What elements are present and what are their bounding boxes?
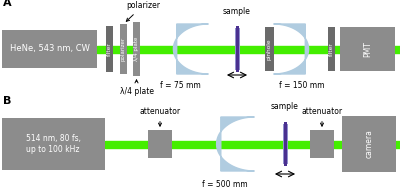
Bar (284, 122, 286, 166)
Bar (328, 27, 335, 71)
Text: attenuator: attenuator (302, 107, 342, 126)
Text: polarizer: polarizer (121, 37, 126, 61)
Bar (234, 28, 240, 70)
Text: filter: filter (107, 42, 112, 56)
Text: attenuator: attenuator (140, 107, 180, 126)
Text: 514 nm, 80 fs,
up to 100 kHz: 514 nm, 80 fs, up to 100 kHz (26, 134, 80, 154)
Text: sample: sample (223, 7, 251, 16)
Text: pinhole: pinhole (267, 38, 272, 60)
Bar (265, 27, 274, 71)
Text: PMT: PMT (363, 41, 372, 57)
Bar (106, 26, 113, 72)
Text: filter: filter (329, 42, 334, 56)
Bar (282, 124, 288, 164)
Text: sample: sample (271, 102, 299, 111)
Text: f = 75 mm: f = 75 mm (160, 81, 200, 90)
Polygon shape (217, 117, 254, 171)
Bar (120, 24, 127, 74)
Text: HeNe, 543 nm, CW: HeNe, 543 nm, CW (10, 44, 90, 54)
Bar (342, 116, 396, 172)
Text: B: B (3, 96, 11, 106)
Text: f = 500 mm: f = 500 mm (202, 180, 248, 189)
Polygon shape (174, 24, 208, 74)
Bar (340, 27, 395, 71)
Bar (133, 22, 140, 76)
Text: f = 150 mm: f = 150 mm (279, 81, 325, 90)
Text: λ/4 plate: λ/4 plate (134, 37, 139, 61)
Bar (236, 26, 238, 72)
Bar (2, 30, 97, 68)
Bar (2, 118, 105, 170)
Bar (148, 130, 172, 158)
Text: camera: camera (364, 130, 374, 158)
Polygon shape (274, 24, 308, 74)
Bar (310, 130, 334, 158)
Text: A: A (3, 0, 12, 8)
Text: polarizer: polarizer (126, 1, 160, 21)
Text: λ/4 plate: λ/4 plate (120, 80, 154, 96)
